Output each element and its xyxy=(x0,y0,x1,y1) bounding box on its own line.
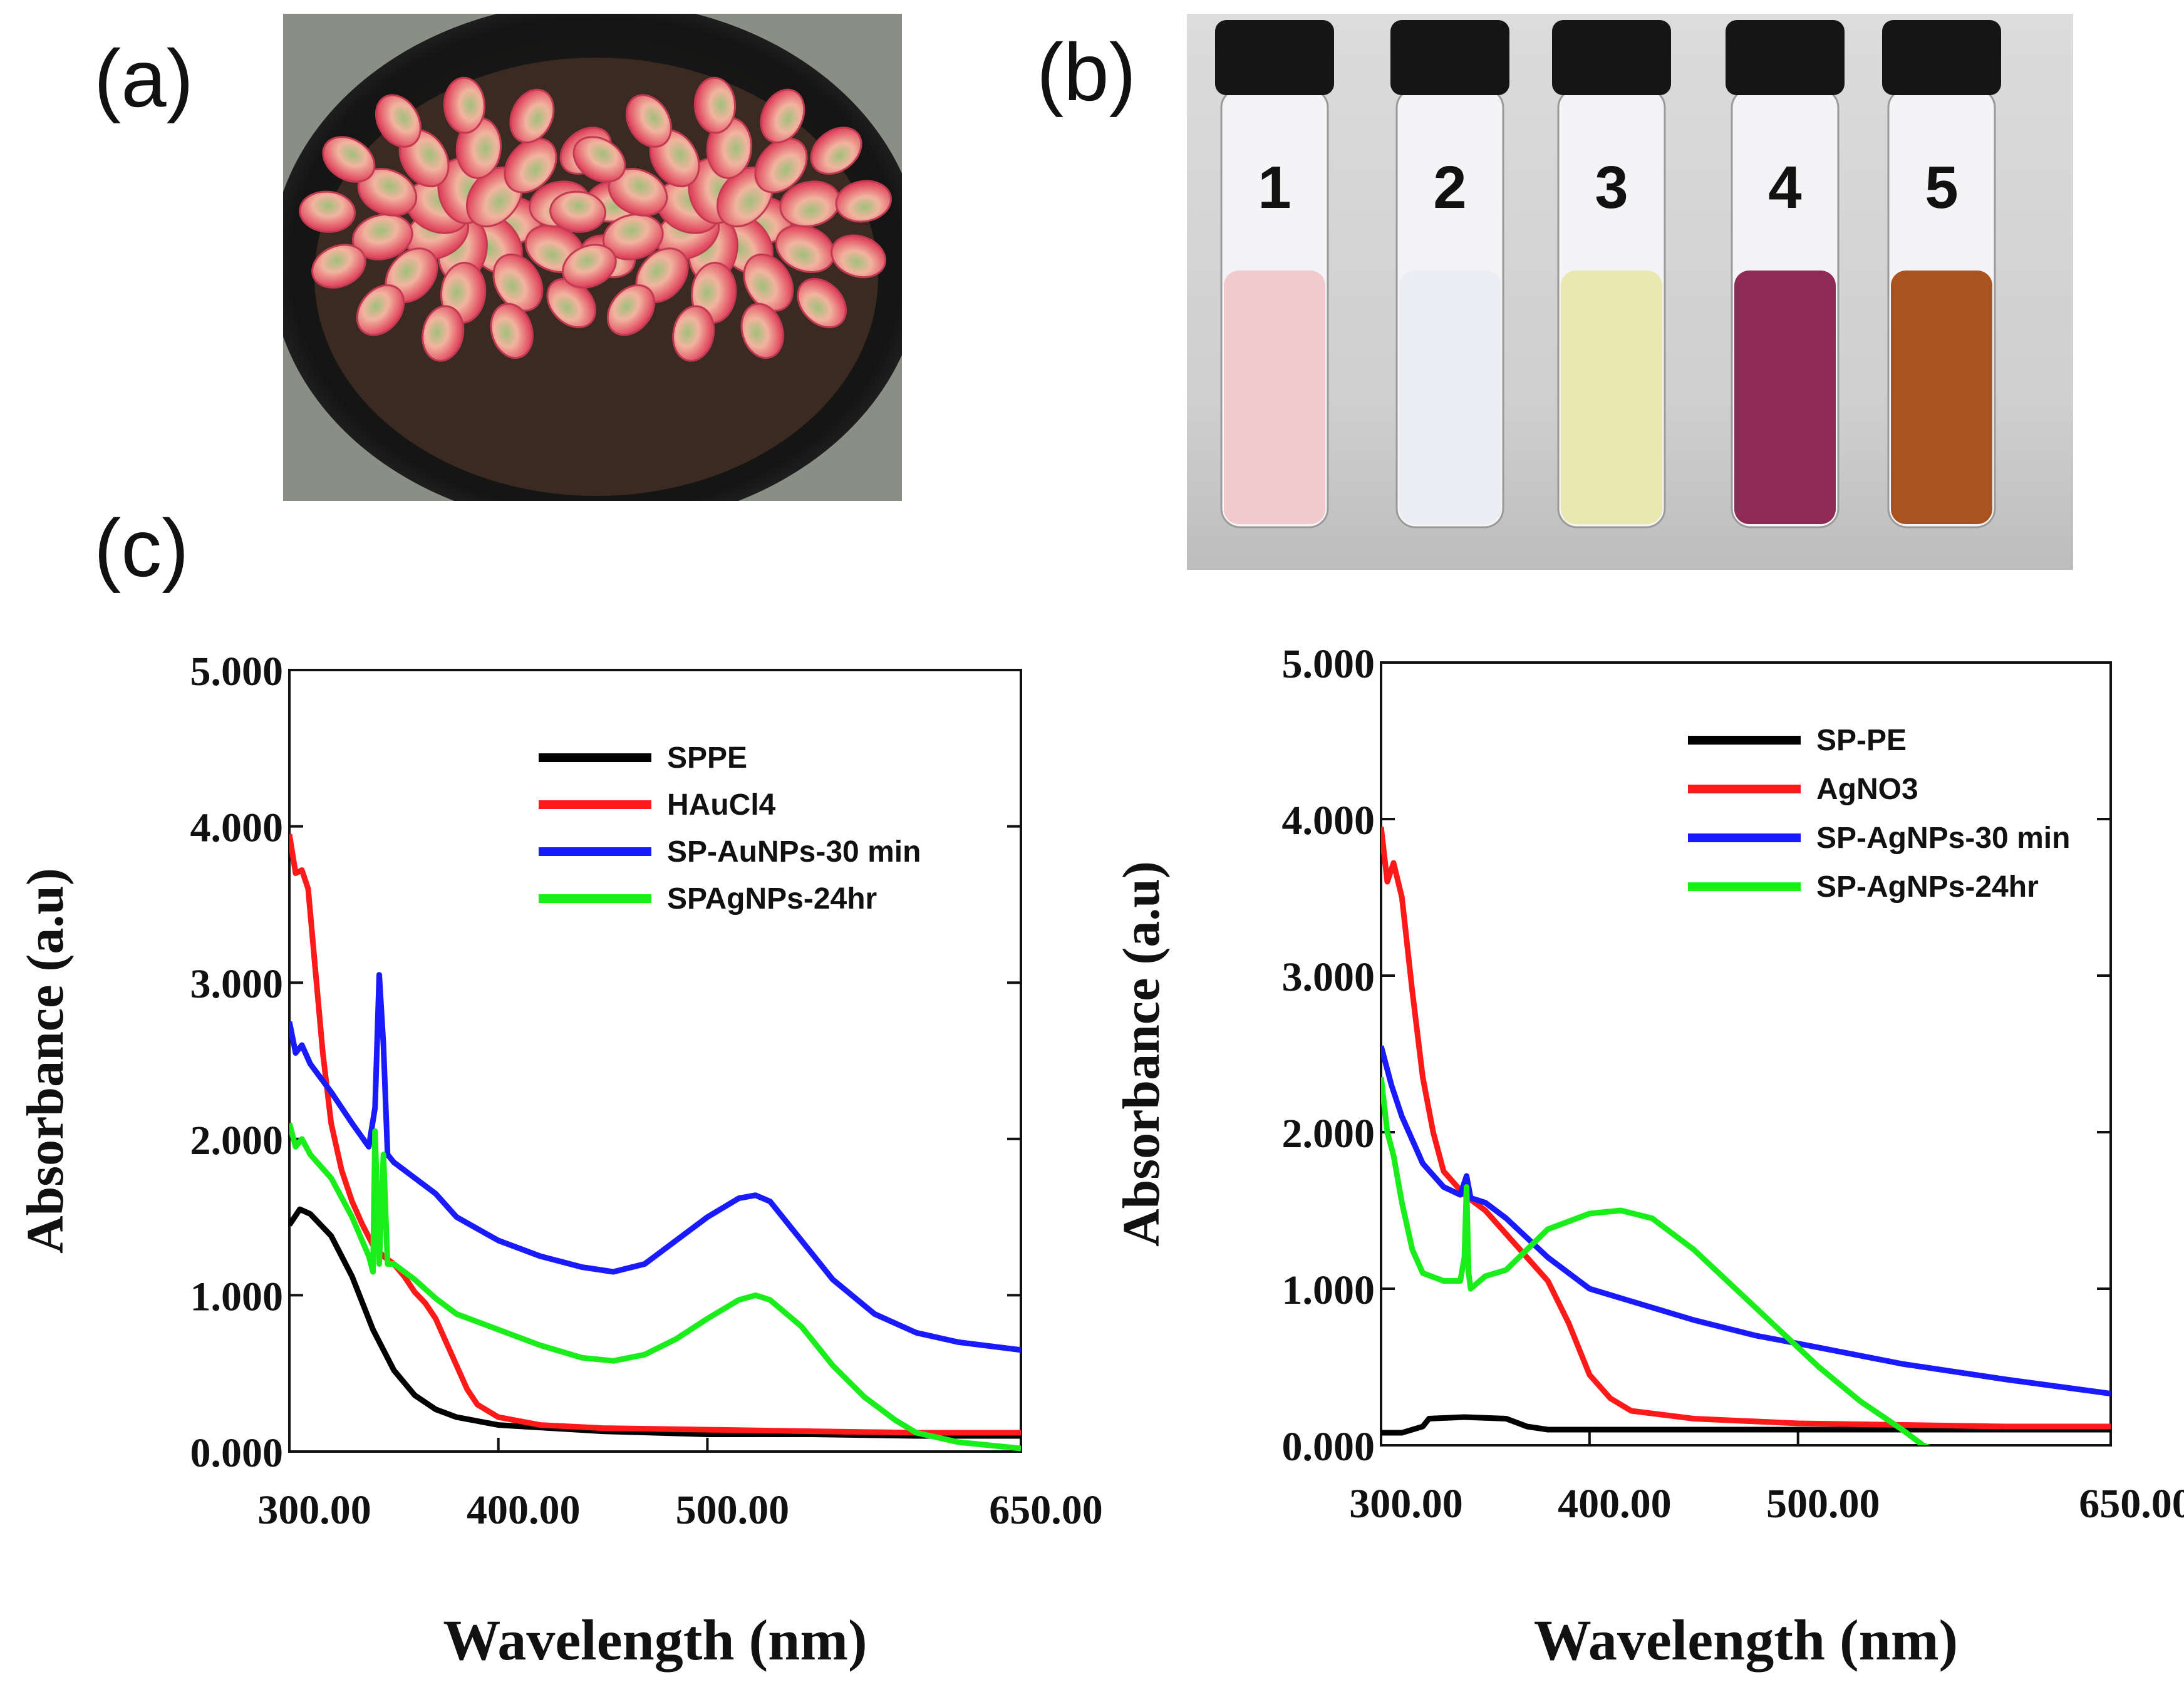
succulent-leaf xyxy=(810,126,862,175)
x-tick-label: 300.00 xyxy=(257,1487,371,1533)
vial-cap xyxy=(1215,20,1334,95)
y-tick-label: 1.000 xyxy=(190,1274,284,1319)
x-tick-label: 650.00 xyxy=(989,1487,1102,1533)
legend-label: HAuCl4 xyxy=(667,788,776,822)
succulent-leaf xyxy=(546,277,597,329)
succulent-leaf xyxy=(602,214,664,261)
x-axis-title: Wavelength (nm) xyxy=(443,1608,867,1672)
vial-liquid xyxy=(1891,271,1992,524)
y-axis-title: Absorbance (a.u) xyxy=(1112,861,1171,1247)
succulent-leaf xyxy=(356,284,405,336)
x-tick-label: 400.00 xyxy=(467,1487,581,1533)
vial-1: 1 xyxy=(1215,20,1334,529)
panel-label-b: (b) xyxy=(1037,26,1136,118)
succulent-leaf xyxy=(572,136,626,183)
legend-label: SP-PE xyxy=(1816,724,1907,757)
series-line-sp-aunps-30-min xyxy=(289,972,1021,1353)
succulent-leaf xyxy=(351,214,413,261)
x-tick-label: 400.00 xyxy=(1558,1481,1672,1527)
succulent-leaf xyxy=(831,234,887,279)
vial-cap xyxy=(1726,20,1845,95)
vial-cap xyxy=(1390,20,1509,95)
x-tick-label: 650.00 xyxy=(2079,1481,2184,1527)
vial-liquid xyxy=(1224,271,1325,524)
vial-number: 1 xyxy=(1258,154,1291,221)
succulent-leaf xyxy=(443,76,486,134)
series-line-agno3 xyxy=(1381,826,2111,1430)
vial-liquid xyxy=(1734,271,1836,524)
plot-frame xyxy=(1380,661,2112,1447)
vial-number: 2 xyxy=(1433,154,1466,221)
legend-label: SP-AgNPs-24hr xyxy=(1816,870,2039,904)
vial-4: 4 xyxy=(1726,20,1845,529)
vial-5: 5 xyxy=(1882,20,2001,529)
plot-frame xyxy=(288,669,1022,1453)
chart-au-nanoparticles: 0.000 1.000 2.000 3.000 4.000 5.000 300.00 400.… xyxy=(16,649,1102,1672)
succulent-leaf xyxy=(672,305,715,362)
succulent-leaf xyxy=(492,253,544,312)
succulent-leaf xyxy=(422,305,465,362)
y-tick-label: 1.000 xyxy=(1282,1267,1375,1313)
succulent-leaf xyxy=(693,76,737,134)
succulent-leaf xyxy=(562,244,617,289)
vial-3: 3 xyxy=(1552,20,1671,529)
y-axis-title: Absorbance (a.u) xyxy=(16,868,75,1254)
y-tick-label: 0.000 xyxy=(1282,1424,1375,1470)
x-tick-label: 300.00 xyxy=(1349,1481,1463,1527)
succulent-leaf xyxy=(606,284,656,336)
legend-label: SP-AuNPs-30 min xyxy=(667,835,921,869)
succulent-leaf xyxy=(490,302,534,359)
panel-label-c: (c) xyxy=(94,502,189,594)
vial-number: 3 xyxy=(1595,154,1628,221)
succulent-leaf xyxy=(760,88,805,143)
succulent-leaf xyxy=(299,190,356,233)
series-line-sp-agnps-24hr xyxy=(1381,1076,1932,1445)
succulent-leaf xyxy=(835,180,893,223)
y-tick-label: 2.000 xyxy=(190,1118,284,1163)
succulent-leaf xyxy=(754,137,808,193)
x-tick-label: 500.00 xyxy=(1766,1481,1880,1527)
vial-liquid xyxy=(1561,271,1662,524)
succulent-leaf xyxy=(311,244,366,289)
vials-photo: 1 2 3 4 5 xyxy=(1187,14,2073,570)
vial-cap xyxy=(1552,20,1671,95)
y-tick-label: 3.000 xyxy=(1282,954,1375,1000)
succulent-leaf xyxy=(625,94,672,148)
legend-label: AgNO3 xyxy=(1816,773,1918,806)
y-tick-label: 5.000 xyxy=(190,649,284,694)
succulent-leaf xyxy=(375,94,422,148)
succulent-plant-photo xyxy=(283,14,902,501)
y-tick-label: 4.000 xyxy=(1282,798,1375,843)
vial-number: 4 xyxy=(1768,154,1801,221)
vial-number: 5 xyxy=(1925,154,1958,221)
y-tick-label: 4.000 xyxy=(190,805,284,851)
vial-cap xyxy=(1882,20,2001,95)
x-axis-title: Wavelength (nm) xyxy=(1534,1608,1958,1672)
series-line-sp-agnps-30-min xyxy=(1381,1045,2111,1396)
succulent-leaf xyxy=(797,277,847,329)
series-line-sp-pe xyxy=(1381,1414,2111,1436)
y-tick-label: 2.000 xyxy=(1282,1111,1375,1157)
succulent-leaf xyxy=(322,136,376,183)
legend-label: SP-AgNPs-30 min xyxy=(1816,822,2070,855)
succulent-leaf xyxy=(504,137,557,193)
vial-2: 2 xyxy=(1390,20,1509,529)
succulent-leaf xyxy=(549,190,607,233)
y-tick-label: 5.000 xyxy=(1282,641,1375,687)
succulent-leaf xyxy=(743,253,794,312)
legend-label: SPPE xyxy=(667,741,747,775)
legend-label: SPAgNPs-24hr xyxy=(667,882,877,916)
vial-liquid xyxy=(1399,271,1501,524)
series-line-spagnps-24hr xyxy=(289,1122,1021,1452)
y-tick-label: 3.000 xyxy=(190,961,284,1007)
succulent-leaf xyxy=(509,88,555,143)
series-line-sppe xyxy=(289,1206,1021,1439)
panel-label-a: (a) xyxy=(94,33,194,124)
x-tick-label: 500.00 xyxy=(676,1487,790,1533)
series-line-haucl4 xyxy=(289,833,1021,1436)
y-tick-label: 0.000 xyxy=(190,1430,284,1476)
succulent-leaf xyxy=(740,302,784,359)
chart-ag-nanoparticles: 0.000 1.000 2.000 3.000 4.000 5.000 300.00 400.… xyxy=(1112,641,2184,1672)
